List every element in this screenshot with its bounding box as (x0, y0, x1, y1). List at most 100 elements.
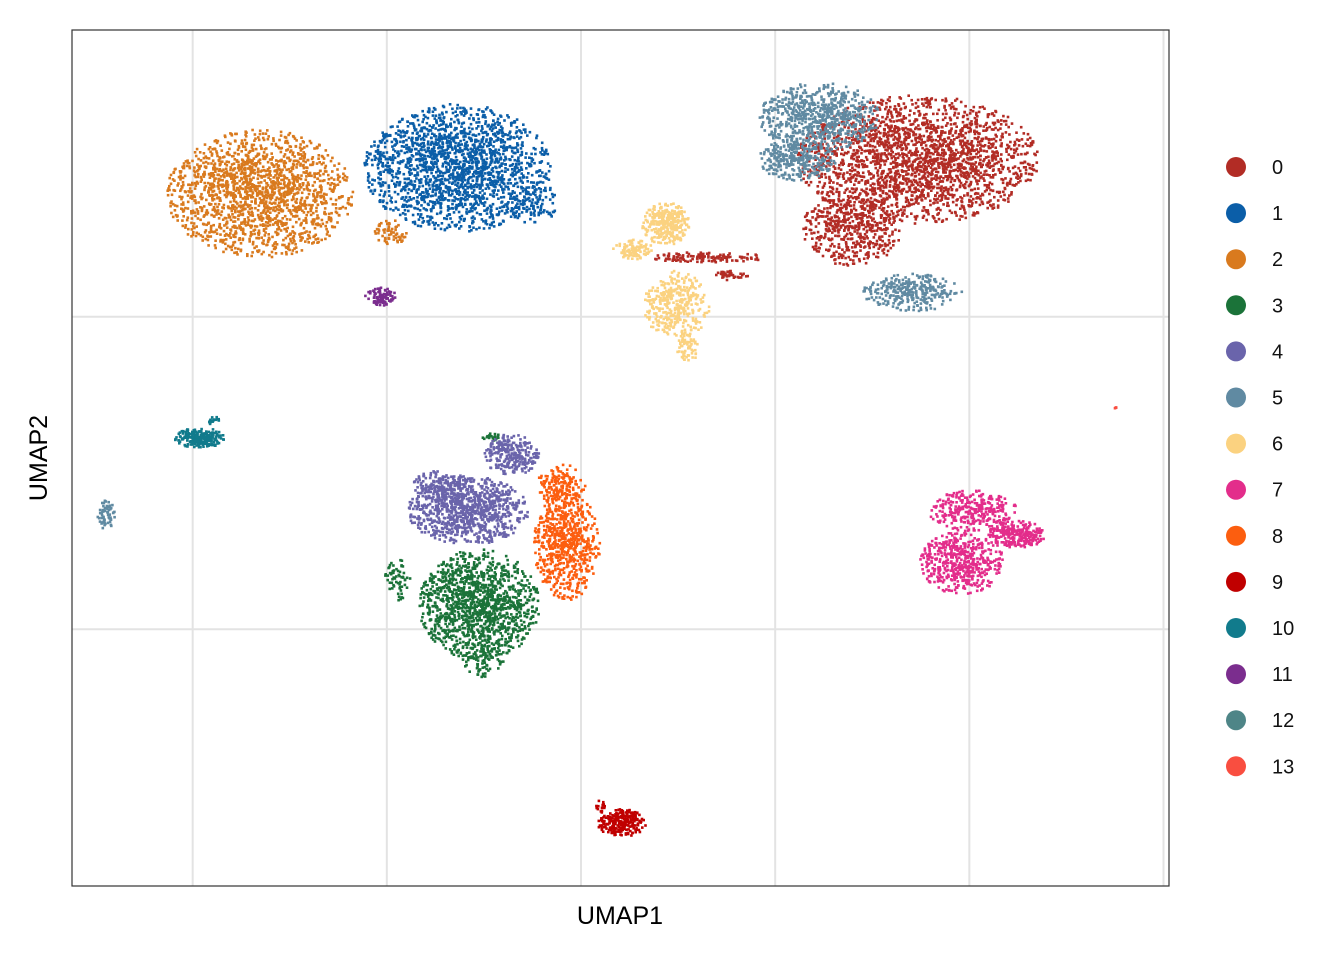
cluster-point (950, 156, 953, 159)
cluster-point (837, 246, 840, 249)
cluster-point (915, 139, 918, 142)
cluster-point (932, 113, 935, 116)
cluster-point (847, 264, 850, 267)
cluster-point (852, 192, 855, 195)
cluster-point (926, 130, 929, 133)
cluster-point (486, 212, 489, 215)
cluster-point (727, 256, 730, 259)
cluster-point (1010, 178, 1013, 181)
cluster-point (418, 194, 421, 197)
cluster-point (521, 151, 524, 154)
cluster-point (449, 152, 452, 155)
cluster-point (968, 199, 971, 202)
cluster-point (982, 129, 985, 132)
cluster-point (394, 191, 397, 194)
cluster-point (882, 197, 885, 200)
cluster-point (492, 119, 495, 122)
cluster-point (418, 135, 421, 138)
cluster-point (1020, 162, 1023, 165)
cluster-point (979, 177, 982, 180)
cluster-point (528, 156, 531, 159)
cluster-point (502, 153, 505, 156)
cluster-point (654, 258, 657, 261)
cluster-point (479, 152, 482, 155)
cluster-point (938, 218, 941, 221)
cluster-point (493, 225, 496, 228)
cluster-point (842, 263, 845, 266)
cluster-point (822, 125, 825, 128)
cluster-point (398, 121, 401, 124)
cluster-point (838, 200, 841, 203)
cluster-point (898, 230, 901, 233)
cluster-point (874, 130, 877, 133)
cluster-point (890, 162, 893, 165)
cluster-point (937, 146, 940, 149)
cluster-point (432, 221, 435, 224)
cluster-point (977, 187, 980, 190)
cluster-point (906, 215, 909, 218)
cluster-point (905, 136, 908, 139)
cluster-point (384, 146, 387, 149)
cluster-point (516, 182, 519, 185)
cluster-point (859, 237, 862, 240)
cluster-point (889, 185, 892, 188)
cluster-point (915, 102, 918, 105)
cluster-point (876, 222, 879, 225)
cluster-point (818, 149, 821, 152)
cluster-point (1000, 119, 1003, 122)
cluster-point (742, 273, 745, 276)
cluster-point (482, 116, 485, 119)
cluster-point (888, 100, 891, 103)
cluster-point (1006, 159, 1009, 162)
cluster-point (1007, 116, 1010, 119)
cluster-point (988, 138, 991, 141)
cluster-point (905, 132, 908, 135)
cluster-point (494, 126, 497, 129)
cluster-point (853, 255, 856, 258)
cluster-point (917, 110, 920, 113)
cluster-point (492, 133, 495, 136)
cluster-point (524, 156, 527, 159)
cluster-point (896, 202, 899, 205)
cluster-point (450, 173, 453, 176)
cluster-point (970, 181, 973, 184)
cluster-point (440, 123, 443, 126)
cluster-point (908, 136, 911, 139)
cluster-point (927, 151, 930, 154)
cluster-point (373, 190, 376, 193)
cluster-point (863, 237, 866, 240)
cluster-point (386, 151, 389, 154)
cluster-point (459, 140, 462, 143)
cluster-point (872, 224, 875, 227)
cluster-point (460, 125, 463, 128)
cluster-point (520, 162, 523, 165)
cluster-point (497, 132, 500, 135)
cluster-point (531, 186, 534, 189)
cluster-point (388, 168, 391, 171)
cluster-point (850, 209, 853, 212)
cluster-point (997, 206, 1000, 209)
cluster-point (455, 156, 458, 159)
cluster-point (860, 175, 863, 178)
cluster-point (507, 138, 510, 141)
cluster-point (478, 121, 481, 124)
cluster-point (379, 194, 382, 197)
cluster-point (498, 223, 501, 226)
cluster-point (854, 153, 857, 156)
cluster-point (999, 127, 1002, 130)
cluster-point (516, 130, 519, 133)
cluster-point (996, 191, 999, 194)
cluster-point (370, 145, 373, 148)
cluster-point (858, 194, 861, 197)
cluster-point (990, 143, 993, 146)
cluster-point (720, 272, 723, 275)
cluster-point (872, 101, 875, 104)
cluster-point (404, 204, 407, 207)
cluster-point (897, 157, 900, 160)
cluster-point (1028, 173, 1031, 176)
cluster-point (417, 119, 420, 122)
cluster-point (840, 211, 843, 214)
cluster-point (913, 132, 916, 135)
cluster-point (538, 169, 541, 172)
cluster-point (187, 228, 190, 231)
